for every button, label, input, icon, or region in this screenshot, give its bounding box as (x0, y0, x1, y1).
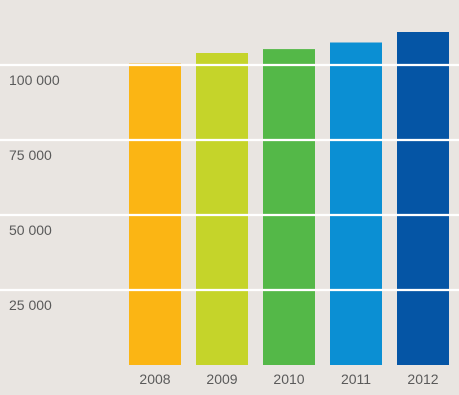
y-tick-label-75000: 75 000 (9, 147, 52, 163)
bar-2012 (397, 32, 449, 365)
bar-2010 (263, 49, 315, 365)
gridlines-group (0, 63, 459, 292)
x-tick-label-2010: 2010 (273, 371, 304, 387)
x-tick-labels: 2008 2009 2010 2011 2012 (139, 371, 438, 387)
y-tick-label-100000: 100 000 (9, 72, 60, 88)
x-tick-label-2008: 2008 (139, 371, 170, 387)
x-tick-label-2011: 2011 (341, 371, 371, 387)
bars-group (129, 32, 449, 365)
bar-2011 (330, 42, 382, 365)
x-tick-label-2009: 2009 (206, 371, 237, 387)
y-tick-labels: 25 000 50 000 75 000 100 000 (9, 72, 60, 313)
y-tick-label-25000: 25 000 (9, 297, 52, 313)
bar-2009 (196, 53, 248, 365)
y-tick-label-50000: 50 000 (9, 222, 52, 238)
x-tick-label-2012: 2012 (407, 371, 438, 387)
